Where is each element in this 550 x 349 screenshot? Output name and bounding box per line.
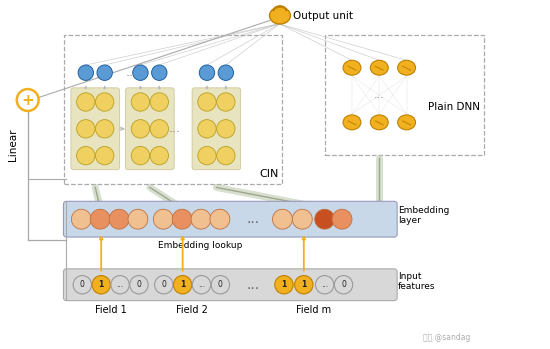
Circle shape <box>133 65 148 80</box>
Circle shape <box>173 276 192 294</box>
Text: Plain DNN: Plain DNN <box>427 103 480 112</box>
Circle shape <box>111 276 129 294</box>
Circle shape <box>109 209 129 229</box>
Circle shape <box>72 209 91 229</box>
Text: ...: ... <box>246 278 259 292</box>
Ellipse shape <box>270 7 290 24</box>
Circle shape <box>96 93 114 111</box>
Circle shape <box>172 209 192 229</box>
Text: ...: ... <box>125 66 138 79</box>
Text: ...: ... <box>246 212 259 226</box>
Text: 0: 0 <box>218 280 223 289</box>
Circle shape <box>97 65 112 80</box>
Circle shape <box>218 65 234 80</box>
Circle shape <box>198 93 216 111</box>
Text: ...: ... <box>198 280 205 289</box>
Circle shape <box>275 276 293 294</box>
Circle shape <box>293 209 312 229</box>
Bar <box>324 36 483 155</box>
Text: ...: ... <box>374 90 384 100</box>
Circle shape <box>131 147 150 165</box>
Text: 1: 1 <box>98 280 104 289</box>
Text: 1: 1 <box>180 280 185 289</box>
FancyBboxPatch shape <box>125 88 174 170</box>
FancyBboxPatch shape <box>192 88 241 170</box>
Circle shape <box>131 120 150 138</box>
Circle shape <box>73 276 91 294</box>
Circle shape <box>152 65 167 80</box>
Circle shape <box>76 147 95 165</box>
Circle shape <box>332 209 352 229</box>
Text: Field m: Field m <box>296 305 332 315</box>
Circle shape <box>199 65 214 80</box>
Circle shape <box>217 147 235 165</box>
Circle shape <box>295 276 313 294</box>
Ellipse shape <box>343 60 361 75</box>
Circle shape <box>272 209 293 229</box>
Ellipse shape <box>343 115 361 130</box>
Circle shape <box>150 93 168 111</box>
Circle shape <box>316 276 334 294</box>
Circle shape <box>76 120 95 138</box>
Circle shape <box>131 93 150 111</box>
Circle shape <box>198 120 216 138</box>
Text: 0: 0 <box>161 280 166 289</box>
Circle shape <box>210 209 230 229</box>
Circle shape <box>150 120 168 138</box>
Text: Embedding lookup: Embedding lookup <box>158 241 243 250</box>
Text: 0: 0 <box>341 280 346 289</box>
Circle shape <box>198 147 216 165</box>
Circle shape <box>76 93 95 111</box>
Circle shape <box>217 93 235 111</box>
Circle shape <box>315 209 334 229</box>
Ellipse shape <box>398 115 416 130</box>
Text: +: + <box>21 92 34 107</box>
Circle shape <box>334 276 353 294</box>
Circle shape <box>92 276 111 294</box>
Circle shape <box>192 276 211 294</box>
Text: Output unit: Output unit <box>293 10 353 21</box>
Circle shape <box>150 147 168 165</box>
Circle shape <box>128 209 148 229</box>
Ellipse shape <box>370 115 388 130</box>
Ellipse shape <box>370 60 388 75</box>
Text: Embedding
layer: Embedding layer <box>398 206 449 225</box>
Text: Input
features: Input features <box>398 272 436 291</box>
Circle shape <box>90 209 110 229</box>
FancyBboxPatch shape <box>71 88 119 170</box>
FancyBboxPatch shape <box>63 201 397 237</box>
Text: ...: ... <box>117 280 124 289</box>
Text: ...: ... <box>321 280 328 289</box>
Circle shape <box>96 147 114 165</box>
Circle shape <box>153 209 173 229</box>
Text: CIN: CIN <box>259 170 278 179</box>
Circle shape <box>217 120 235 138</box>
Circle shape <box>155 276 173 294</box>
Text: 1: 1 <box>301 280 306 289</box>
Circle shape <box>96 120 114 138</box>
Text: 0: 0 <box>80 280 85 289</box>
FancyBboxPatch shape <box>63 269 397 300</box>
Ellipse shape <box>398 60 416 75</box>
Circle shape <box>130 276 148 294</box>
Text: 1: 1 <box>281 280 287 289</box>
Text: Field 2: Field 2 <box>176 305 208 315</box>
Bar <box>64 36 283 184</box>
Circle shape <box>78 65 94 80</box>
Text: 头条 @sandag: 头条 @sandag <box>422 333 470 342</box>
Circle shape <box>16 89 38 111</box>
Circle shape <box>211 276 229 294</box>
Text: ...: ... <box>168 122 180 135</box>
Text: Field 1: Field 1 <box>95 305 126 315</box>
Text: 0: 0 <box>136 280 141 289</box>
Text: Linear: Linear <box>8 128 18 161</box>
Circle shape <box>191 209 211 229</box>
